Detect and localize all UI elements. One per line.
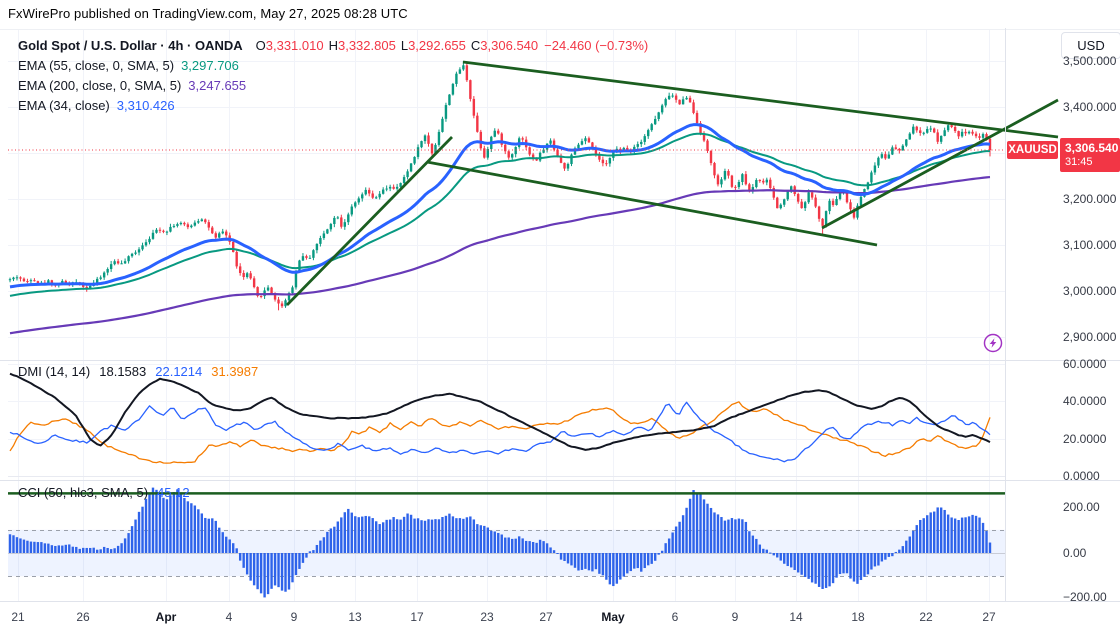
- axis-tick-label: −200.00: [1063, 590, 1107, 604]
- time-tick-label: 27: [539, 610, 553, 624]
- close-value: 3,306.540: [480, 38, 539, 53]
- low-value: 3,292.655: [408, 38, 466, 53]
- ema34-legend-row[interactable]: EMA (34, close) 3,310.426: [18, 96, 648, 116]
- open-value: 3,331.010: [265, 38, 324, 53]
- price-axis[interactable]: USD 3,500.000 3,400.000 3,200.000 3,100.000…: [1005, 28, 1120, 604]
- ema34-value: 3,310.426: [116, 98, 175, 113]
- ema55-label: EMA (55, close, 0, SMA, 5): [18, 58, 175, 73]
- cci-title: CCI (50, hlc3, SMA, 5): [18, 485, 149, 500]
- symbol-ohlc-row[interactable]: Gold Spot / U.S. Dollar · 4h · OANDA O3,3…: [18, 36, 648, 56]
- last-price-value: 3,306.540: [1065, 141, 1119, 155]
- low-key: L: [400, 38, 409, 53]
- axis-tick-label: 200.00: [1063, 500, 1100, 514]
- time-tick-label: 18: [851, 610, 865, 624]
- axis-tick-label: 3,200.000: [1063, 192, 1117, 206]
- ema55-value: 3,297.706: [181, 58, 239, 73]
- instant-trading-bolt-icon[interactable]: [982, 332, 1004, 354]
- ema200-legend-row[interactable]: EMA (200, close, 0, SMA, 5) 3,247.655: [18, 76, 648, 96]
- time-axis[interactable]: 21 26 Apr 4 9 13 17 23 27 May 6 9 14 18 22 27: [0, 602, 1005, 634]
- ema55-legend-row[interactable]: EMA (55, close, 0, SMA, 5) 3,297.706: [18, 56, 648, 76]
- dmi-title: DMI (14, 14): [18, 364, 91, 379]
- open-key: O: [255, 38, 266, 53]
- high-key: H: [328, 38, 338, 53]
- dmi-plus-di-value: 22.1214: [155, 364, 203, 379]
- axis-tick-label: 20.0000: [1063, 432, 1107, 446]
- chart-legend: Gold Spot / U.S. Dollar · 4h · OANDA O3,3…: [18, 36, 648, 116]
- dmi-adx-value: 18.1583: [99, 364, 147, 379]
- dmi-indicator-legend[interactable]: DMI (14, 14) 18.1583 22.1214 31.3987: [18, 364, 258, 379]
- change-value: −24.460 (−0.73%): [544, 38, 649, 53]
- attribution-text: FxWirePro published on TradingView.com, …: [8, 6, 408, 21]
- axis-tick-label: 60.0000: [1063, 357, 1107, 371]
- axis-tick-label: 3,500.000: [1063, 54, 1117, 68]
- ema34-label: EMA (34, close): [18, 98, 110, 113]
- bar-countdown: 31:45: [1065, 156, 1093, 168]
- axis-tick-label: 3,000.000: [1063, 284, 1117, 298]
- high-value: 3,332.805: [337, 38, 396, 53]
- ema200-label: EMA (200, close, 0, SMA, 5): [18, 78, 182, 93]
- time-tick-label: 27: [982, 610, 996, 624]
- time-tick-label: 22: [919, 610, 933, 624]
- cci-value: 45.12: [157, 485, 190, 500]
- symbol-title[interactable]: Gold Spot / U.S. Dollar · 4h · OANDA: [18, 38, 243, 53]
- time-tick-label: 21: [11, 610, 25, 624]
- time-tick-label: May: [601, 610, 625, 624]
- time-tick-label: 26: [76, 610, 90, 624]
- ema200-value: 3,247.655: [188, 78, 247, 93]
- axis-tick-label: 3,400.000: [1063, 100, 1117, 114]
- last-price-ticker-tag: XAUUSD: [1007, 141, 1058, 159]
- axis-tick-label: 40.0000: [1063, 394, 1107, 408]
- axis-tick-label: 0.00: [1063, 546, 1087, 560]
- axis-tick-label: 0.0000: [1063, 469, 1100, 483]
- time-tick-label: 6: [671, 610, 679, 624]
- time-tick-label: 17: [410, 610, 424, 624]
- axis-tick-label: 3,100.000: [1063, 238, 1117, 252]
- cci-indicator-legend[interactable]: CCI (50, hlc3, SMA, 5) 45.12: [18, 485, 190, 500]
- time-tick-label: 13: [348, 610, 362, 624]
- axis-tick-label: 2,900.000: [1063, 330, 1117, 344]
- time-tick-label: 9: [731, 610, 739, 624]
- time-tick-label: 9: [290, 610, 298, 624]
- last-price-label: 3,306.540 31:45: [1060, 138, 1120, 172]
- dmi-minus-di-value: 31.3987: [211, 364, 259, 379]
- time-tick-label: 14: [789, 610, 803, 624]
- currency-button[interactable]: USD: [1061, 32, 1120, 59]
- time-tick-label: 4: [225, 610, 233, 624]
- time-tick-label: Apr: [155, 610, 177, 624]
- close-key: C: [470, 38, 481, 53]
- time-tick-label: 23: [480, 610, 494, 624]
